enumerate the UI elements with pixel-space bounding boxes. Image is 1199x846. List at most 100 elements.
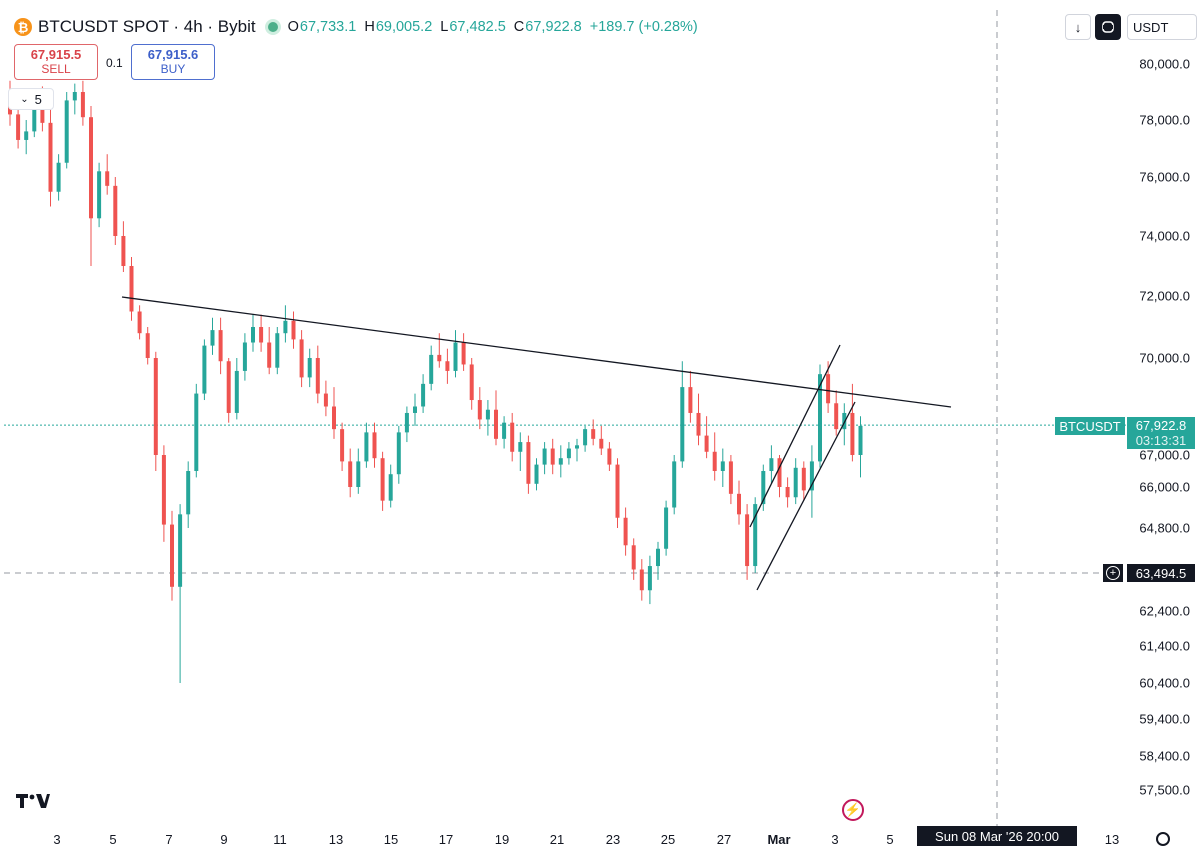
candle: [575, 438, 579, 462]
candle-body: [429, 354, 434, 384]
candle-body: [80, 92, 85, 118]
candle-body: [575, 445, 579, 449]
price-tick-label: 72,000.0: [1139, 289, 1190, 304]
candle: [793, 458, 798, 505]
add-alert-button[interactable]: +: [1103, 564, 1123, 582]
candle-body: [234, 370, 239, 413]
candle-body: [688, 387, 693, 413]
time-tick-label: 11: [273, 832, 287, 846]
candle: [688, 370, 693, 423]
candle-body: [583, 429, 588, 446]
candle-body: [210, 330, 215, 346]
candles-layer: [8, 80, 863, 683]
price-tick-label: 74,000.0: [1139, 229, 1190, 244]
candle-body: [785, 487, 790, 498]
channel-lower-line[interactable]: [756, 401, 856, 591]
candle-body: [218, 330, 223, 362]
candle: [461, 333, 466, 371]
candle-body: [445, 361, 450, 371]
time-tick-label: 21: [550, 832, 564, 846]
candle: [656, 541, 660, 580]
tradingview-logo-icon[interactable]: [16, 792, 50, 815]
candle-body: [834, 403, 839, 430]
lightning-icon[interactable]: ⚡: [842, 799, 864, 821]
candle-body: [161, 455, 166, 525]
download-icon: ↓: [1074, 19, 1082, 35]
price-axis[interactable]: 80,000.0 78,000.0 76,000.0 74,000.0 72,000.0…: [1139, 57, 1190, 798]
candle: [615, 458, 620, 528]
low-label: L: [440, 19, 449, 35]
time-tick-label: Mar: [767, 832, 790, 846]
candle-body: [623, 517, 628, 546]
drawn-trendlines[interactable]: [121, 296, 952, 591]
fullscreen-button[interactable]: [1095, 14, 1121, 40]
candle: [129, 257, 134, 321]
candle-body: [129, 266, 134, 312]
candle: [809, 445, 814, 518]
candle-body: [267, 342, 272, 368]
candle-body: [502, 422, 507, 439]
candle-body: [858, 425, 863, 455]
candle: [753, 497, 758, 573]
candle-body: [251, 327, 255, 343]
candle: [485, 400, 490, 436]
candle-body: [607, 448, 612, 465]
gear-icon[interactable]: [1156, 832, 1170, 846]
candle-body: [275, 333, 280, 368]
candle: [550, 438, 555, 475]
candle: [283, 305, 288, 343]
candle: [526, 435, 531, 494]
candle: [121, 221, 126, 272]
candle-body: [485, 409, 490, 420]
candle-body: [631, 545, 636, 570]
candle: [275, 327, 280, 375]
download-button[interactable]: ↓: [1065, 14, 1091, 40]
order-quantity[interactable]: 0.1: [106, 56, 123, 70]
candle-body: [680, 387, 685, 462]
indicator-collapse-button[interactable]: ⌄ 5: [8, 88, 54, 110]
candle: [761, 464, 766, 511]
candle: [842, 403, 847, 446]
currency-select[interactable]: USDT: [1127, 14, 1197, 40]
channel-upper-line[interactable]: [749, 344, 841, 528]
buy-label: BUY: [160, 62, 186, 76]
candle-body: [113, 185, 118, 236]
sell-price: 67,915.5: [30, 47, 82, 62]
last-price-label: 67,922.8 03:13:31: [1127, 417, 1195, 449]
candle: [745, 504, 750, 580]
low-value: 67,482.5: [449, 19, 506, 35]
plus-circle-icon: +: [1106, 566, 1120, 580]
time-axis[interactable]: 3 5 7 9 11 13 15 17 19 21 23 25 27 Mar 3 5 13: [53, 832, 1119, 846]
candle: [178, 504, 183, 683]
candle-body: [769, 458, 774, 471]
candle-body: [599, 438, 604, 449]
buy-button[interactable]: 67,915.6 BUY: [131, 44, 215, 80]
symbol-title[interactable]: BTCUSDT SPOT · 4h · Bybit: [38, 17, 256, 36]
indicator-count: 5: [34, 91, 42, 107]
candle: [161, 445, 166, 542]
candle: [202, 339, 207, 401]
descending-trendline[interactable]: [121, 296, 952, 408]
high-value: 69,005.2: [375, 19, 433, 35]
candle-body: [737, 493, 741, 515]
candle: [696, 393, 701, 446]
candle-body: [64, 100, 69, 163]
candle: [850, 383, 855, 462]
candle: [153, 351, 158, 471]
candle: [518, 432, 523, 471]
candle: [534, 458, 539, 491]
price-tick-label: 78,000.0: [1139, 113, 1190, 128]
candle: [834, 390, 839, 436]
candle-body: [388, 474, 393, 501]
price-tick-label: 57,500.0: [1139, 783, 1190, 798]
candle: [639, 559, 644, 601]
chart-header: ₿ BTCUSDT SPOT · 4h · Bybit O67,733.1 H6…: [14, 14, 699, 40]
candle-body: [518, 442, 523, 452]
candle-body: [712, 451, 717, 471]
time-tick-label: 25: [661, 832, 675, 846]
candle: [704, 416, 709, 459]
sell-button[interactable]: 67,915.5 SELL: [14, 44, 98, 80]
price-tick-label: 80,000.0: [1139, 57, 1190, 72]
candle-body: [137, 311, 142, 334]
